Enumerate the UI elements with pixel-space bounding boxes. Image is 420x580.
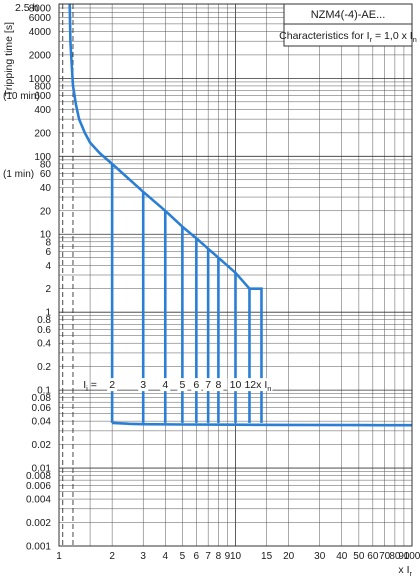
y-tick-label: 2000 (29, 50, 52, 61)
x-tick-label: 2 (109, 551, 115, 562)
y-tick-label: 4 (45, 261, 51, 272)
x-tick-label: 5 (180, 551, 186, 562)
setting-label-bg (213, 378, 224, 392)
y-tick-label: 0.08 (32, 393, 52, 404)
y-time-annotation: (1 min) (3, 169, 34, 180)
x-tick-label: 70 (379, 551, 391, 562)
y-tick-label: 0.01 (32, 464, 52, 475)
y-tick-label: 0.004 (26, 495, 51, 506)
y-axis-top-label: 2.5 h (15, 2, 39, 14)
title-box: NZM4(-4)-AE... Characteristics for Ir = … (279, 3, 417, 47)
y-tick-label: 6 (45, 247, 51, 258)
y-tick-label: 1 (45, 308, 51, 319)
short-circuit-curve (112, 421, 413, 427)
y-axis-label: Tripping time [s] (3, 22, 15, 96)
x-tick-label: 40 (336, 551, 348, 562)
y-tick-label: 800 (34, 81, 51, 92)
x-tick-label: 60 (367, 551, 379, 562)
y-tick-label: 10 (40, 230, 52, 241)
setting-label: 2 (109, 379, 115, 391)
y-tick-label: 0.1 (37, 386, 51, 397)
setting-label-bg (138, 378, 149, 392)
y-tick-label: 2 (45, 284, 51, 295)
setting-label-bg (227, 378, 244, 392)
x-tick-label: 8 (216, 551, 222, 562)
setting-label-bg (242, 378, 273, 392)
x-tick-label: 10 (230, 551, 242, 562)
y-tick-label: 0.06 (32, 403, 52, 414)
y-tick-label: 0.001 (26, 542, 51, 553)
setting-label: 4 (162, 379, 168, 391)
chart-title: NZM4(-4)-AE... (311, 9, 386, 21)
label-layer: 1 2 3 4 5 6 7 8 9 10 15 20 30 40 50 60 70 809010080006000… (3, 3, 420, 562)
x-tick-label: 9 (225, 551, 231, 562)
setting-label-bg (107, 378, 118, 392)
setting-label: 10 (230, 379, 242, 391)
grid (58, 3, 412, 547)
setting-label-bg (203, 378, 214, 392)
y-tick-label: 20 (40, 206, 52, 217)
setting-label: 7 (205, 379, 211, 391)
x-tick-label: 1 (56, 551, 62, 562)
y-tick-label: 0.4 (37, 339, 51, 350)
y-tick-label: 4000 (29, 27, 52, 38)
y-tick-label: 60 (40, 169, 52, 180)
last-setting-step (249, 287, 263, 423)
setting-label-bg (191, 378, 202, 392)
setting-label-bg (160, 378, 171, 392)
y-tick-label: 0.002 (26, 518, 51, 529)
x-tick-label: 7 (205, 551, 211, 562)
x-tick-label: 30 (314, 551, 326, 562)
y-tick-label: 0.04 (32, 417, 52, 428)
x-tick-label: 4 (162, 551, 168, 562)
x-tick-label: 100 (404, 551, 420, 562)
x-tick-label: 90 (398, 551, 410, 562)
y-tick-label: 0.02 (32, 440, 52, 451)
x-tick-label: 20 (283, 551, 295, 562)
overload-curve (68, 3, 251, 290)
y-tick-label: 0.8 (37, 315, 51, 326)
y-tick-label: 0.2 (37, 362, 51, 373)
setting-label: 12x In (244, 379, 271, 393)
y-tick-label: 0.6 (37, 325, 51, 336)
setting-label: 5 (179, 379, 185, 391)
chart-subtitle: Characteristics for Ir = 1,0 x In (279, 30, 417, 44)
x-tick-label: 3 (140, 551, 146, 562)
x-tick-label: 50 (353, 551, 365, 562)
y-tick-label: 8 (45, 237, 51, 248)
y-tick-label: 80 (40, 159, 52, 170)
setting-label-bg (177, 378, 188, 392)
y-tick-label: 100 (34, 152, 51, 163)
x-axis-label: x Ir (398, 564, 412, 578)
y-tick-label: 8000 (29, 3, 52, 14)
y-tick-label: 400 (34, 105, 51, 116)
y-tick-label: 1000 (29, 74, 52, 85)
y-tick-label: 0.006 (26, 481, 51, 492)
x-tick-label: 6 (194, 551, 200, 562)
y-tick-label: 200 (34, 128, 51, 139)
x-tick-label: 15 (261, 551, 273, 562)
plot-frame (58, 3, 413, 547)
y-tick-label: 6000 (29, 13, 52, 24)
setting-label: 6 (193, 379, 199, 391)
setting-label: 8 (215, 379, 221, 391)
x-tick-label: 80 (389, 551, 401, 562)
y-tick-label: 40 (40, 183, 52, 194)
y-tick-label: 600 (34, 91, 51, 102)
setting-label: 3 (140, 379, 146, 391)
curve-layer (62, 3, 413, 546)
instantaneous-label: Ii = (83, 379, 97, 393)
y-tick-label: 0.008 (26, 471, 51, 482)
y-time-annotation: (10 min) (3, 91, 40, 102)
